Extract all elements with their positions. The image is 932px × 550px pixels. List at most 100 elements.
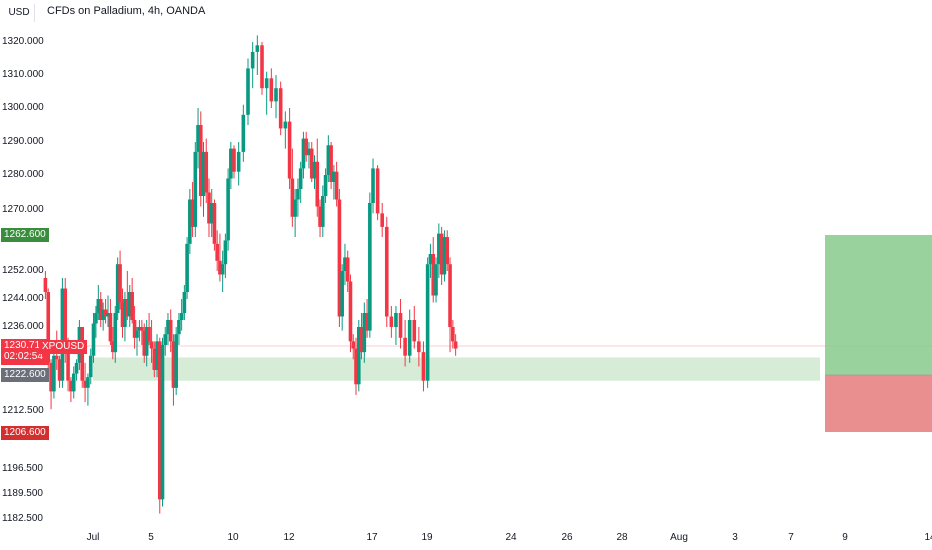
date-tick-label: 12 xyxy=(283,532,295,543)
candle-body xyxy=(212,203,217,244)
candle-body xyxy=(63,288,68,353)
candle-body xyxy=(359,327,364,353)
candle-body xyxy=(113,313,118,353)
price-tick-label: 1280.000 xyxy=(2,169,44,180)
price-tick-label: 1300.000 xyxy=(2,102,44,113)
candle-body xyxy=(101,309,105,320)
candle-body xyxy=(111,341,115,353)
entry-price-tag: 1222.600 xyxy=(1,368,49,382)
candle-body xyxy=(348,281,353,342)
candle-body xyxy=(326,145,331,175)
candle-body xyxy=(144,327,149,356)
candle-body xyxy=(115,264,120,313)
date-tick-label: 24 xyxy=(505,532,517,543)
price-tick-label: 1189.500 xyxy=(2,488,43,499)
candle-body xyxy=(226,178,230,241)
candle-body xyxy=(332,171,336,182)
position-loss-zone xyxy=(825,375,932,432)
candle-body xyxy=(345,257,350,282)
candle-body xyxy=(120,302,125,327)
current-price-value: 1230.715 xyxy=(4,340,46,351)
date-tick-label: Aug xyxy=(670,532,688,543)
candle-body xyxy=(431,254,436,296)
candle-body xyxy=(445,237,450,265)
candle-body xyxy=(274,88,278,102)
candle-body xyxy=(123,299,127,327)
candle-body xyxy=(185,243,189,292)
price-tick-label: 1310.000 xyxy=(2,69,44,80)
candle-body xyxy=(137,327,142,331)
candle-body xyxy=(384,226,389,317)
candle-body xyxy=(334,171,339,200)
price-tick-label: 1236.000 xyxy=(2,321,44,332)
date-tick-label: 19 xyxy=(421,532,433,543)
take-profit-tag: 1262.600 xyxy=(1,228,49,242)
entry-zone xyxy=(93,357,820,381)
candle-body xyxy=(177,320,181,335)
candle-body xyxy=(315,161,320,207)
date-tick-label: 5 xyxy=(148,532,154,543)
date-tick-label: 9 xyxy=(842,532,848,543)
candle-body xyxy=(287,121,292,179)
candle-body xyxy=(71,373,76,392)
candle-body xyxy=(301,138,306,169)
candle-body xyxy=(453,341,458,349)
candle-body xyxy=(106,313,110,317)
date-tick-label: 17 xyxy=(366,532,378,543)
candle-body xyxy=(448,264,452,327)
candle-body xyxy=(142,330,147,356)
candle-body xyxy=(298,168,303,189)
candle-body xyxy=(290,178,295,217)
candle-body xyxy=(140,327,144,331)
candle-body xyxy=(91,323,96,356)
candle-body xyxy=(394,313,398,327)
price-tick-label: 1212.500 xyxy=(2,405,44,416)
date-tick-label: 26 xyxy=(561,532,573,543)
price-tick-label: 1320.000 xyxy=(2,36,44,47)
candle-body xyxy=(108,313,113,342)
candle-body xyxy=(69,380,73,392)
candle-body xyxy=(57,359,62,381)
currency-button[interactable]: USD xyxy=(4,4,35,22)
candle-body xyxy=(54,355,59,360)
candle-body xyxy=(193,151,198,227)
date-tick-label: 28 xyxy=(616,532,628,543)
candle-body xyxy=(451,327,455,342)
date-tick-label: 10 xyxy=(227,532,239,543)
candle-body xyxy=(323,175,328,196)
candle-body xyxy=(166,320,170,335)
candle-body xyxy=(182,292,187,313)
candle-body xyxy=(98,299,103,320)
candle-body xyxy=(309,148,314,179)
candle-body xyxy=(196,125,200,152)
candle-body xyxy=(371,168,375,203)
candle-body xyxy=(264,78,269,89)
candle-body xyxy=(304,138,309,156)
position-profit-zone xyxy=(825,235,932,375)
candle-body xyxy=(86,377,90,388)
candle-body xyxy=(421,352,426,381)
candle-body xyxy=(412,320,417,342)
candle-body xyxy=(220,264,225,275)
candle-body xyxy=(223,240,228,265)
countdown-timer: 02:02:54 xyxy=(4,351,43,362)
candle-body xyxy=(354,348,358,385)
candle-body xyxy=(152,348,157,370)
candle-body xyxy=(250,51,255,69)
plot-background xyxy=(39,30,932,530)
candle-body xyxy=(389,316,394,327)
candle-body xyxy=(260,45,264,89)
candle-body xyxy=(155,341,159,370)
candle-body xyxy=(46,292,51,363)
candle-body xyxy=(428,254,433,265)
candle-body xyxy=(417,341,421,353)
candle-body xyxy=(293,199,297,217)
candle-body xyxy=(329,145,333,182)
candle-body xyxy=(74,362,79,374)
candle-body xyxy=(356,327,361,385)
position-layer[interactable] xyxy=(825,235,932,432)
candle-body xyxy=(312,161,317,179)
price-tick-label: 1252.000 xyxy=(2,265,44,276)
candle-body xyxy=(201,151,206,196)
